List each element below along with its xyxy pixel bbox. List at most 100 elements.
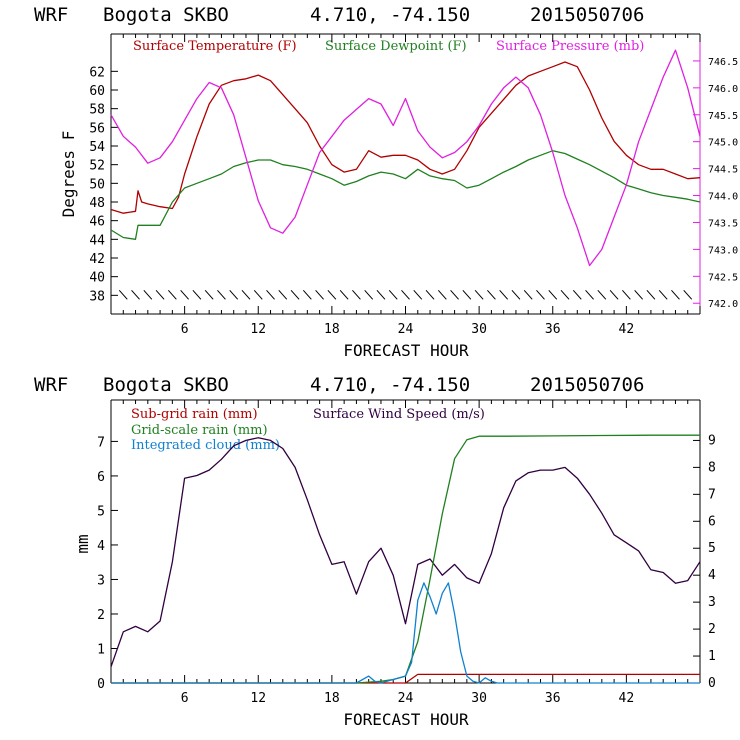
wind-barb (192, 290, 202, 300)
bottom-header-coords: 4.710, -74.150 (310, 374, 470, 396)
top-series (110, 49, 701, 267)
x-tick-label: 6 (181, 322, 189, 337)
wind-barb (597, 290, 607, 300)
y-tick-label: 42 (89, 252, 105, 267)
wind-barb (364, 290, 374, 300)
x-tick-label: 6 (181, 691, 189, 706)
y2-tick-label: 0 (708, 676, 716, 691)
y2-tick-label: 8 (708, 460, 716, 475)
y-tick-label: 52 (89, 159, 105, 174)
series-line-surface-pressure-mb (110, 49, 701, 267)
top-legend: Surface Temperature (F) Surface Dewpoint… (133, 39, 644, 54)
y2-tick-label: 2 (708, 622, 716, 637)
wind-barb (487, 290, 496, 300)
wind-barb (609, 290, 619, 300)
wind-barb (511, 290, 521, 300)
wind-barb (658, 290, 668, 300)
wind-barb (376, 290, 386, 300)
wind-barb (437, 290, 447, 300)
wind-barb (585, 290, 594, 300)
y2-tick-label: 6 (708, 514, 716, 529)
top-header-coords: 4.710, -74.150 (310, 4, 470, 26)
x-tick-label: 30 (471, 322, 487, 337)
x-tick-label: 24 (398, 322, 414, 337)
y-tick-label: 38 (89, 289, 105, 304)
y2-tick-label: 744.0 (708, 192, 738, 203)
y2-tick-label: 745.0 (708, 138, 738, 149)
wind-barb (143, 290, 153, 300)
wind-barb (548, 290, 558, 300)
wind-barb (290, 290, 300, 300)
wind-barb (118, 290, 128, 300)
y2-tick-label: 745.5 (708, 111, 738, 122)
y-tick-label: 7 (97, 435, 105, 450)
wind-barb (622, 290, 631, 300)
bottom-legend: Sub-grid rain (mm) Surface Wind Speed (m… (131, 407, 485, 453)
x-tick-label: 12 (250, 322, 266, 337)
wind-barb (204, 290, 214, 300)
wind-barb (241, 290, 251, 300)
series-line-integrated-cloud-mm (111, 582, 700, 684)
wind-barb (646, 290, 656, 300)
wind-barb (425, 290, 435, 300)
wind-barb (413, 290, 423, 300)
wind-barb (266, 290, 275, 300)
wind-barb (167, 290, 177, 300)
y-tick-label: 48 (89, 196, 105, 211)
y2-tick-label: 5 (708, 541, 716, 556)
wind-barb (131, 290, 140, 300)
legend-surface-wind-speed: Surface Wind Speed (m/s) (313, 407, 485, 422)
bottom-series (110, 434, 701, 684)
x-tick-label: 42 (619, 322, 635, 337)
y-tick-label: 46 (89, 215, 105, 230)
y2-tick-label: 743.5 (708, 218, 738, 229)
wind-barb (217, 290, 226, 300)
top-header-init: 2015050706 (530, 4, 644, 26)
y2-tick-label: 744.5 (708, 165, 738, 176)
wind-barb (315, 290, 324, 300)
y2-tick-label: 3 (708, 595, 716, 610)
bottom-header: WRF Bogota SKBO 4.710, -74.150 201505070… (34, 374, 644, 396)
y-tick-label: 0 (97, 677, 105, 692)
y-tick-label: 4 (97, 539, 105, 554)
wind-barb (352, 290, 361, 300)
y-tick-label: 60 (89, 84, 105, 99)
x-tick-label: 24 (398, 691, 414, 706)
x-tick-label: 12 (250, 691, 266, 706)
y-tick-label: 56 (89, 121, 105, 136)
legend-gridscale-rain: Grid-scale rain (mm) (131, 423, 268, 438)
top-header-station: Bogota SKBO (103, 4, 229, 26)
x-tick-label: 18 (324, 322, 340, 337)
y2-tick-label: 742.0 (708, 299, 738, 310)
wind-barb (523, 290, 533, 300)
y-tick-label: 54 (89, 140, 105, 155)
y-tick-label: 44 (89, 233, 105, 248)
y2-tick-label: 9 (708, 433, 716, 448)
top-wind-barbs (118, 290, 693, 300)
legend-subgrid-rain: Sub-grid rain (mm) (131, 407, 258, 422)
bottom-header-station: Bogota SKBO (103, 374, 229, 396)
wind-barb (180, 290, 189, 300)
wind-barb (560, 290, 570, 300)
y-tick-label: 6 (97, 470, 105, 485)
top-header-model: WRF (34, 4, 68, 26)
top-header: WRF Bogota SKBO 4.710, -74.150 201505070… (34, 4, 644, 26)
series-line-surface-wind-speed-m-s (110, 437, 701, 668)
x-tick-label: 18 (324, 691, 340, 706)
wind-barb (388, 290, 398, 300)
wind-barb (327, 290, 337, 300)
x-tick-label: 42 (619, 691, 635, 706)
y2-tick-label: 4 (708, 568, 716, 583)
wind-barb (450, 290, 459, 300)
bottom-header-model: WRF (34, 374, 68, 396)
wind-barb (278, 290, 288, 300)
wind-barb (253, 290, 263, 300)
wind-barb (302, 290, 312, 300)
y-tick-label: 2 (97, 608, 105, 623)
wind-barb (401, 290, 410, 300)
wind-barb (229, 290, 239, 300)
bottom-header-init: 2015050706 (530, 374, 644, 396)
wind-barb (683, 290, 693, 300)
